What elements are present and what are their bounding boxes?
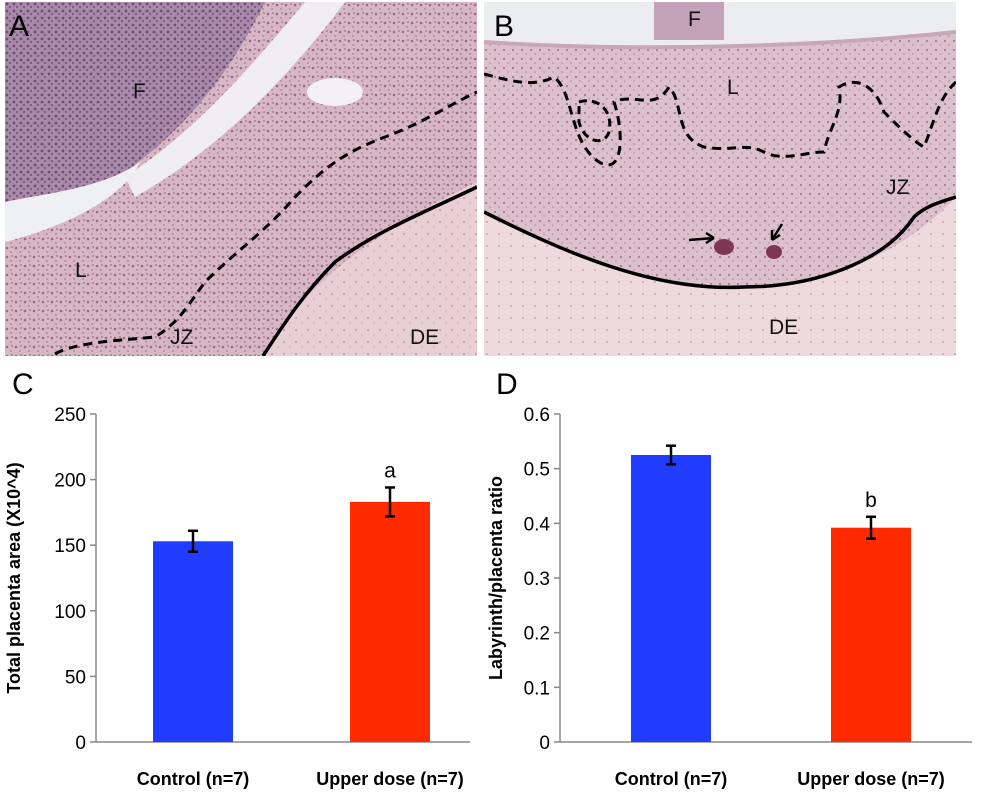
bar-chart-total-placenta-area: 0 50 100 150 200 250 Total placenta area (X10^…: [4, 405, 470, 789]
chart-panel-c: C 0 50 100 150 200 250 Total placenta area (X1…: [0, 368, 480, 800]
y-tick-label: 50: [65, 667, 86, 688]
x-category-label: Upper dose (n=7): [316, 769, 464, 789]
label-jz-b: JZ: [886, 176, 910, 199]
x-category-label: Control (n=7): [615, 769, 728, 789]
y-axis-label: Total placenta area (X10^4): [4, 462, 24, 693]
y-tick-label: 0.3: [524, 569, 550, 590]
y-tick-label: 0.4: [524, 514, 551, 535]
bar-upper-dose: [350, 501, 430, 742]
y-tick-label: 200: [54, 471, 86, 492]
label-f-b: F: [688, 8, 701, 31]
y-tick-label: 0.6: [524, 405, 550, 426]
y-tick-label: 0.5: [524, 460, 550, 481]
significance-label: a: [384, 459, 396, 482]
micrograph-panel-b: F L JZ DE B: [484, 2, 956, 356]
bar-control: [631, 455, 711, 742]
label-f-a: F: [133, 80, 146, 103]
panel-letter-a: A: [9, 10, 30, 43]
y-tick-label: 250: [54, 405, 86, 426]
panel-letter-d: D: [496, 368, 518, 401]
label-de-b: DE: [769, 316, 798, 339]
panel-letter-b: B: [494, 10, 515, 43]
label-de-a: DE: [410, 326, 439, 349]
micrograph-b-image: F L JZ DE: [484, 2, 956, 356]
bar-control: [153, 541, 233, 742]
y-tick-label: 100: [54, 602, 86, 623]
y-tick-label: 0.2: [524, 624, 550, 645]
y-tick-label: 0: [539, 733, 550, 754]
bar-chart-labyrinth-ratio: 0 0.1 0.2 0.3 0.4 0.5 0.6 Labyrinth/placenta ra…: [486, 405, 972, 789]
label-l-b: L: [727, 76, 739, 99]
y-tick-label: 0: [75, 733, 86, 754]
micrograph-a-image: F L JZ DE: [5, 2, 477, 356]
label-jz-a: JZ: [170, 326, 194, 349]
y-axis-label: Labyrinth/placenta ratio: [486, 476, 506, 680]
panel-letter-c: C: [12, 368, 34, 401]
x-category-label: Control (n=7): [137, 769, 250, 789]
x-category-label: Upper dose (n=7): [797, 769, 945, 789]
significance-label: b: [865, 489, 877, 512]
y-tick-label: 0.1: [524, 678, 550, 699]
micrograph-panel-a: F L JZ DE A: [5, 2, 477, 356]
bar-upper-dose: [831, 527, 911, 742]
label-l-a: L: [75, 259, 87, 282]
y-tick-label: 150: [54, 536, 86, 557]
chart-panel-d: D 0 0.1 0.2 0.3 0.4 0.5 0.6 Labyrinth/placenta …: [484, 368, 986, 800]
